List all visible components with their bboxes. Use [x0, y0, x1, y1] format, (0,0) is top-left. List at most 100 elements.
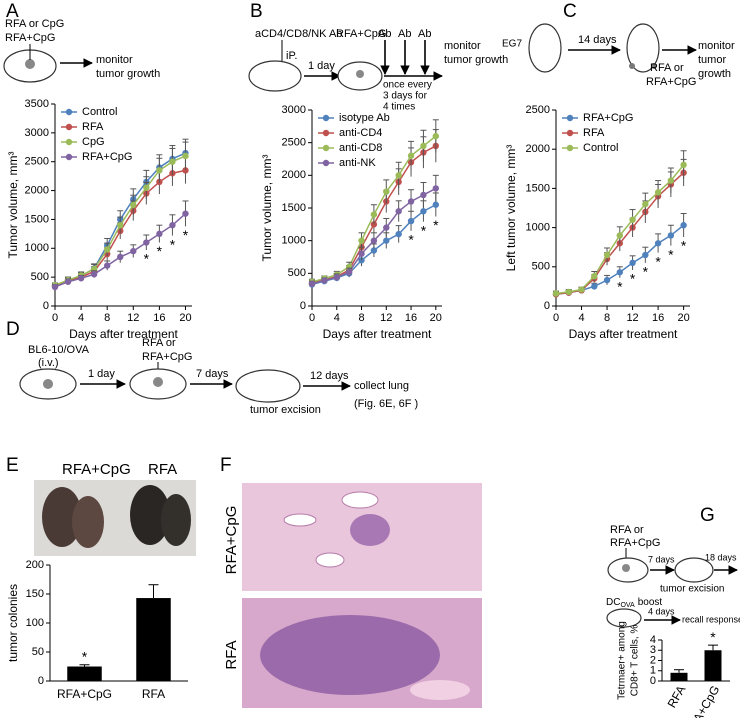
label: BL6-10/OVA: [28, 344, 90, 356]
x-tick-label: 20: [430, 312, 442, 324]
y-tick-label: 200: [26, 559, 44, 571]
marker: [629, 259, 636, 267]
label: (Fig. 6E, 6F ): [354, 398, 418, 410]
significance: *: [710, 629, 716, 645]
airway: [315, 552, 345, 568]
label: monitor: [96, 54, 133, 66]
y-axis-label: Left tumor volume, mm³: [504, 145, 518, 272]
bar: [67, 666, 102, 681]
label: RFA+CpG: [610, 537, 660, 549]
label: RFA: [223, 640, 240, 669]
y-tick-label: 0: [43, 300, 49, 312]
y-tick-label: 3500: [25, 98, 49, 110]
y-tick-label: 2000: [526, 143, 550, 155]
tumor: [651, 63, 657, 69]
y-tick-label: 1000: [25, 242, 49, 254]
label: tumor growth: [96, 68, 160, 80]
label: RFA or CpG: [5, 18, 64, 30]
marker: [642, 200, 649, 208]
tumor-region: [260, 615, 440, 695]
y-tick-label: 1: [650, 665, 656, 677]
y-tick-label: 0: [300, 300, 306, 312]
y-tick-label: 1500: [25, 213, 49, 225]
x-tick-label: 16: [153, 312, 165, 324]
x-axis-label: Days after treatment: [323, 327, 432, 341]
significance: *: [421, 222, 427, 238]
marker: [51, 283, 59, 291]
y-tick-label: 1500: [526, 182, 550, 194]
y-tick-label: 2000: [282, 169, 306, 181]
y-tick-label: 1500: [282, 202, 306, 214]
label: aCD4/CD8/NK Ab: [255, 28, 342, 40]
marker: [308, 280, 316, 287]
y-tick-label: 0: [544, 300, 550, 312]
schematic-g: RFA or RFA+CpG 7 days tumor excision 18 …: [606, 524, 740, 628]
lung-photo: RFA+CpG RFA: [34, 461, 196, 556]
marker: [117, 222, 124, 229]
panel-label: A: [6, 1, 19, 22]
significance: *: [643, 264, 649, 280]
x-tick-label: 12: [626, 312, 638, 324]
marker: [358, 237, 365, 244]
marker: [169, 158, 176, 165]
label: RFA: [148, 461, 177, 478]
bar: [670, 672, 688, 681]
label: recall response: [682, 614, 740, 624]
marker: [370, 247, 378, 254]
mouse: [528, 23, 562, 73]
x-tick-label: 4: [78, 312, 84, 324]
significance: *: [157, 243, 163, 259]
legend-label: RFA: [583, 127, 605, 139]
significance: *: [144, 251, 150, 267]
legend-marker: [65, 138, 73, 146]
marker: [578, 286, 585, 293]
x-tick-label: 0: [52, 312, 58, 324]
label: DCOVA boost: [606, 597, 662, 609]
marker: [345, 268, 353, 276]
marker: [90, 271, 98, 278]
label: 1 day: [308, 60, 335, 72]
label: iP.: [286, 50, 297, 62]
y-axis-label: Tetrmaer+ among: [617, 621, 628, 700]
airway: [283, 513, 317, 527]
marker: [654, 189, 662, 196]
schematic-b: aCD4/CD8/NK Ab iP. 1 day RFA+CpG Ab Ab A…: [248, 28, 508, 113]
marker: [358, 250, 365, 257]
legend-marker: [566, 129, 574, 137]
y-axis-label: tumor colonies: [6, 584, 20, 662]
y-tick-label: 50: [32, 646, 44, 658]
label: 1 day: [88, 368, 115, 380]
x-tick-label: RFA+CpG: [683, 683, 723, 718]
y-tick-label: 150: [26, 588, 44, 600]
label: RFA+CpG: [62, 461, 131, 478]
marker: [117, 253, 124, 261]
legend-marker: [322, 114, 330, 122]
marker: [616, 232, 624, 239]
label: 12 days: [310, 370, 349, 382]
marker: [565, 288, 572, 296]
panel-label: C: [563, 1, 577, 22]
x-tick-label: 20: [677, 312, 689, 324]
marker: [383, 237, 390, 244]
marker: [156, 230, 163, 238]
x-tick-label: 8: [104, 312, 110, 324]
marker: [407, 217, 415, 225]
bar: [136, 598, 171, 681]
mouse: [235, 369, 301, 403]
legend-label: RFA: [82, 121, 104, 133]
marker: [64, 278, 72, 285]
x-tick-label: 8: [604, 312, 610, 324]
label: tumor growth: [444, 54, 508, 66]
marker: [333, 274, 340, 281]
marker: [667, 177, 675, 184]
tumor: [356, 70, 364, 78]
marker: [321, 277, 328, 284]
label: monitor: [444, 40, 481, 52]
legend-label: anti-NK: [339, 157, 376, 169]
lung: [42, 487, 82, 547]
label: boost: [638, 597, 663, 608]
y-axis-label: Tumor volume, mm³: [6, 152, 20, 259]
marker: [603, 276, 611, 284]
marker: [680, 222, 687, 229]
legend-marker: [566, 114, 574, 122]
